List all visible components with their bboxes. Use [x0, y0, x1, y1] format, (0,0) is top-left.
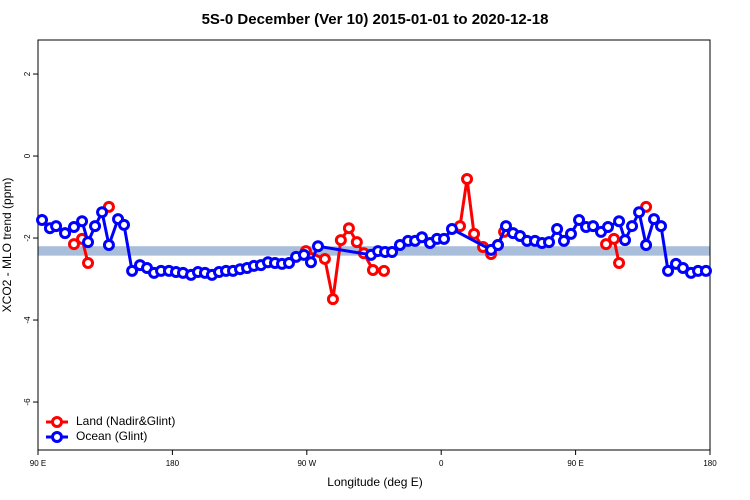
point — [102, 239, 115, 251]
point — [491, 239, 504, 251]
point — [500, 220, 513, 233]
point — [283, 257, 296, 270]
legend-marker — [51, 431, 63, 443]
y-tick-label: 2 — [23, 71, 32, 76]
point — [662, 264, 675, 277]
point — [613, 257, 626, 270]
x-tick-label: 180 — [703, 459, 717, 468]
point — [415, 231, 428, 244]
point — [619, 234, 632, 247]
x-tick-label: 180 — [166, 459, 180, 468]
point — [386, 245, 399, 258]
point — [366, 264, 379, 277]
point — [607, 232, 620, 245]
point — [626, 220, 639, 233]
point — [600, 238, 613, 251]
point — [640, 239, 653, 251]
point — [602, 220, 615, 233]
y-tick-label: -6 — [23, 398, 32, 406]
point — [655, 220, 668, 233]
point — [304, 256, 317, 269]
point — [676, 261, 689, 274]
point — [699, 264, 712, 277]
point — [89, 220, 102, 233]
legend-label: Ocean (Glint) — [76, 429, 147, 443]
point — [76, 215, 89, 228]
point — [297, 248, 310, 261]
point — [67, 238, 80, 251]
x-tick-label: 0 — [439, 459, 444, 468]
point — [82, 236, 95, 249]
point — [326, 293, 339, 306]
point — [50, 220, 63, 233]
x-tick-label: 90 E — [30, 459, 46, 468]
point — [342, 222, 355, 235]
point — [378, 264, 391, 277]
point — [648, 213, 660, 226]
point — [573, 213, 586, 226]
point — [587, 220, 600, 233]
legend-marker — [51, 416, 63, 428]
point — [468, 227, 481, 240]
y-axis-label: XCO2 - MLO trend (ppm) — [0, 178, 14, 313]
point — [551, 223, 564, 236]
point — [82, 257, 95, 270]
point — [613, 215, 626, 228]
point — [350, 236, 363, 249]
point — [564, 227, 577, 240]
chart-title: 5S-0 December (Ver 10) 2015-01-01 to 202… — [202, 11, 549, 28]
y-tick-label: 0 — [23, 153, 32, 158]
point — [438, 232, 451, 245]
point — [36, 213, 49, 226]
point — [126, 264, 139, 277]
point — [445, 223, 458, 236]
y-tick-label: -2 — [23, 234, 32, 242]
point — [318, 252, 331, 265]
y-tick-label: -4 — [23, 316, 32, 324]
x-axis-label: Longitude (deg E) — [327, 475, 422, 489]
point — [543, 236, 556, 249]
point — [557, 234, 570, 247]
point — [633, 206, 646, 219]
point — [59, 227, 72, 240]
x-tick-label: 90 E — [567, 459, 583, 468]
point — [67, 220, 80, 233]
point — [96, 206, 109, 219]
x-tick-label: 90 W — [297, 459, 316, 468]
point — [118, 218, 131, 231]
point — [334, 234, 347, 247]
point — [312, 240, 324, 253]
plot-frame — [37, 39, 711, 451]
legend-label: Land (Nadir&Glint) — [76, 414, 175, 428]
point — [461, 172, 474, 185]
